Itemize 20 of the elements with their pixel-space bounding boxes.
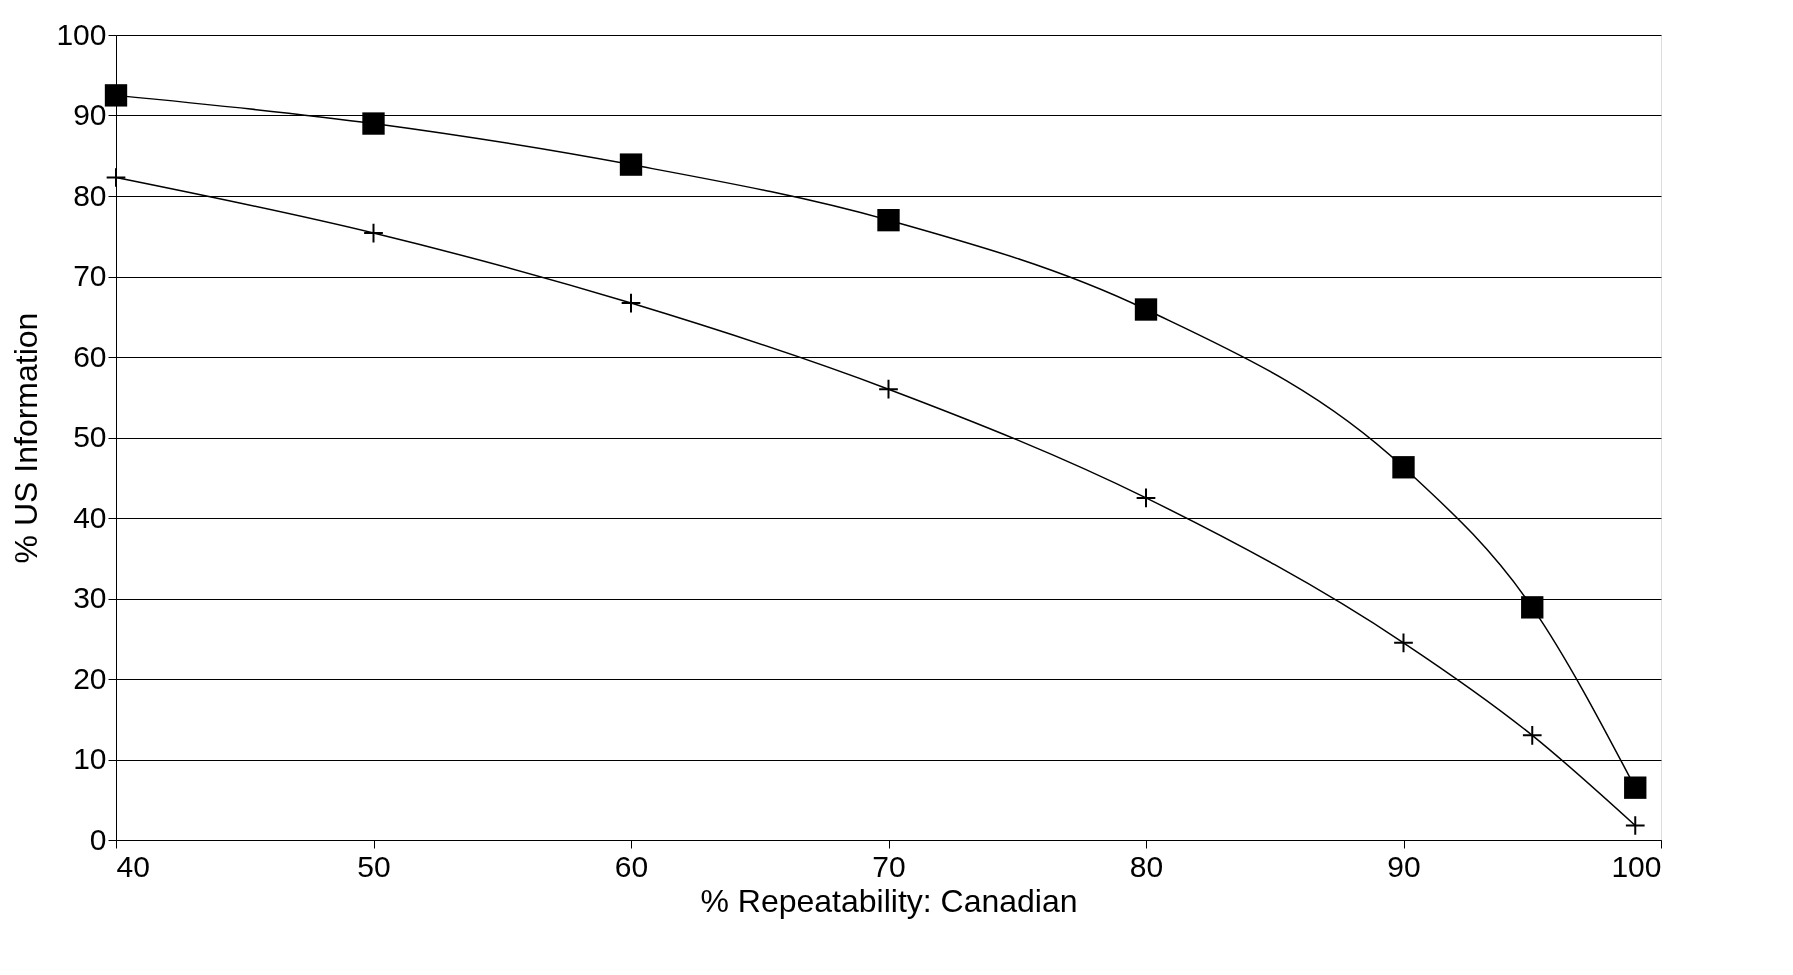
y-axis-title: % US Information <box>8 312 45 564</box>
x-tick-label: 90 <box>1387 849 1421 883</box>
y-tick-label: 0 <box>89 822 107 856</box>
x-tick-label: 70 <box>872 849 906 883</box>
y-tick-label: 70 <box>73 259 107 292</box>
x-tick-label: 60 <box>614 849 649 883</box>
x-tick-label: 80 <box>1129 849 1164 883</box>
y-tick-label: 40 <box>73 500 107 534</box>
y-tick-label: 90 <box>73 98 107 131</box>
y-tick-label: 10 <box>73 742 107 775</box>
x-tick-label: 50 <box>357 849 391 883</box>
y-tick-label: 60 <box>73 339 107 373</box>
y-tick-label: 100 <box>56 17 107 51</box>
y-tick-label: 20 <box>73 661 107 695</box>
y-tick-label: 80 <box>73 178 107 212</box>
x-tick-label: 100 <box>1611 849 1662 883</box>
y-tick-label: 30 <box>73 581 107 614</box>
y-tick-label: 50 <box>73 420 107 453</box>
x-tick-label: 40 <box>116 849 150 883</box>
x-axis-title: % Repeatability: Canadian <box>700 882 1078 919</box>
